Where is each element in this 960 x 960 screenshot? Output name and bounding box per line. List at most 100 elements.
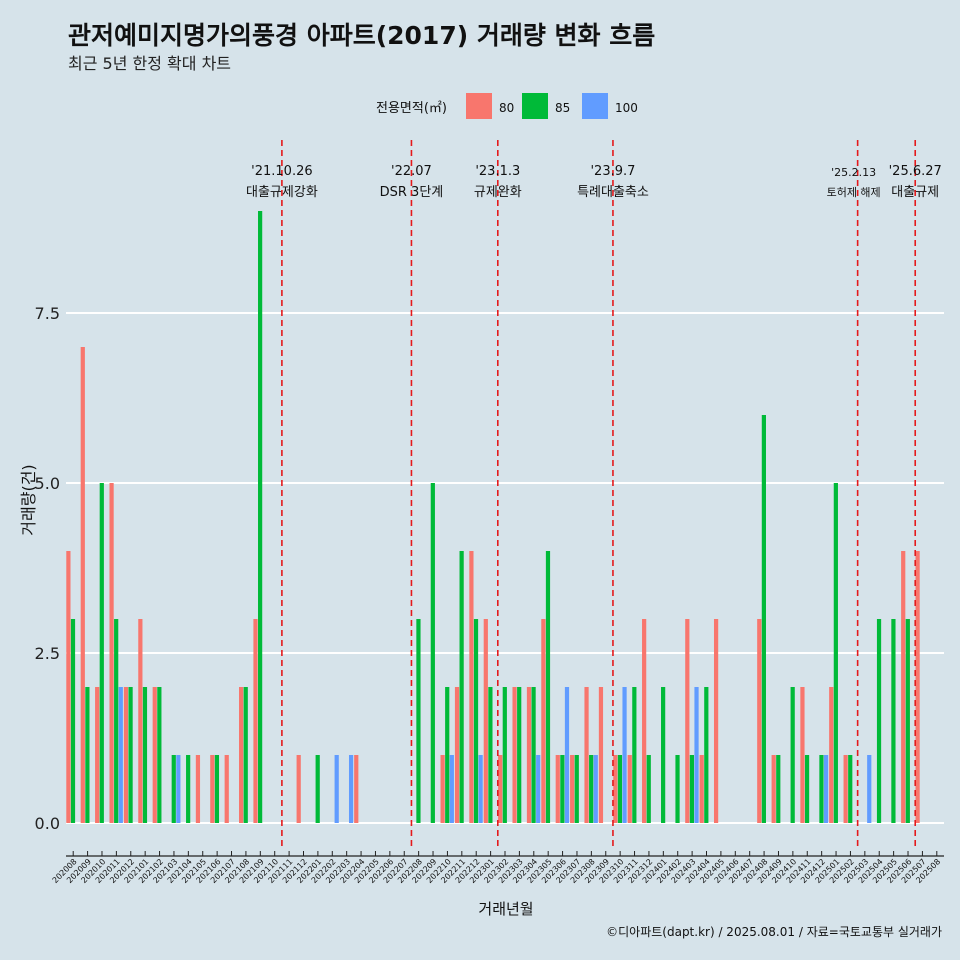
bar-85-202410 <box>790 687 795 823</box>
legend-swatch-85 <box>522 93 548 119</box>
bar-85-202011 <box>114 619 119 823</box>
bar-100-202503 <box>867 755 872 823</box>
bar-80-202404 <box>699 755 704 823</box>
bar-80-202502 <box>843 755 848 823</box>
bar-100-202212 <box>478 755 483 823</box>
bar-100-202103 <box>176 755 181 823</box>
bar-85-202311 <box>632 687 637 823</box>
bar-100-202403 <box>694 687 699 823</box>
bar-100-202011 <box>118 687 123 823</box>
bar-80-202310 <box>613 755 618 823</box>
y-tick-label: 5.0 <box>35 474 60 493</box>
bar-80-202012 <box>123 687 129 823</box>
event-date-label: '23.1.3 <box>475 164 520 179</box>
bar-85-202211 <box>459 551 464 823</box>
bar-100-202310 <box>622 687 627 823</box>
bar-85-202501 <box>833 483 838 823</box>
bar-85-202502 <box>848 755 853 823</box>
bar-80-202306 <box>555 755 560 823</box>
bar-85-202102 <box>157 687 162 823</box>
bar-85-202310 <box>617 755 623 823</box>
bar-80-202304 <box>526 687 532 823</box>
y-tick-label: 2.5 <box>35 644 60 663</box>
x-axis-label: 거래년월 <box>478 900 533 918</box>
bar-100-202203 <box>348 755 354 823</box>
bar-85-202308 <box>589 755 594 823</box>
bar-100-202412 <box>823 755 829 823</box>
bar-85-202104 <box>186 755 191 823</box>
bar-85-202210 <box>445 687 450 823</box>
event-date-label: '25.6.27 <box>889 164 942 179</box>
bar-80-202507 <box>915 551 920 823</box>
legend-title: 전용면적(㎡) <box>376 101 447 116</box>
bar-85-202209 <box>430 483 435 823</box>
bar-80-202009 <box>80 347 85 823</box>
bar-85-202411 <box>804 755 810 823</box>
bar-80-202408 <box>757 619 762 823</box>
bars <box>66 211 920 823</box>
bar-80-202010 <box>95 687 100 823</box>
bar-80-202212 <box>469 551 474 823</box>
bar-85-202108 <box>243 687 248 823</box>
bar-85-202412 <box>819 755 824 823</box>
bar-85-202303 <box>517 687 522 823</box>
bar-80-202307 <box>570 755 575 823</box>
bar-85-202504 <box>876 619 882 823</box>
bar-85-202009 <box>85 687 90 823</box>
bar-80-202008 <box>66 551 71 823</box>
bar-80-202312 <box>642 619 647 823</box>
bar-80-202112 <box>296 755 301 823</box>
bar-85-202301 <box>488 687 493 823</box>
bar-85-202012 <box>128 687 133 823</box>
chart-subtitle: 최근 5년 한정 확대 차트 <box>68 54 231 73</box>
bar-80-202102 <box>152 687 157 823</box>
bar-85-202307 <box>574 755 579 823</box>
bar-80-202301 <box>483 619 488 823</box>
bar-80-202211 <box>454 687 460 823</box>
bar-80-202107 <box>224 755 229 823</box>
bar-85-202409 <box>776 755 781 823</box>
bar-100-202308 <box>593 755 598 823</box>
bar-85-202302 <box>502 687 507 823</box>
bar-100-202304 <box>536 755 541 823</box>
event-label: 토허제 해제 <box>827 185 881 199</box>
legend-label-85: 85 <box>555 101 570 115</box>
bar-100-202210 <box>449 755 454 823</box>
event-label: 대출규제 <box>891 185 939 200</box>
bar-80-202108 <box>239 687 244 823</box>
bar-85-202103 <box>171 755 176 823</box>
bar-85-202109 <box>258 211 263 823</box>
bar-100-202202 <box>334 755 339 823</box>
legend: 전용면적(㎡) 80 85 100 <box>376 93 638 119</box>
bar-100-202306 <box>564 687 570 823</box>
bar-80-202101 <box>138 619 143 823</box>
y-tick-label: 7.5 <box>35 304 60 323</box>
bar-80-202109 <box>253 619 258 823</box>
bar-85-202506 <box>905 619 910 823</box>
bar-80-202405 <box>713 619 719 823</box>
legend-swatch-100 <box>582 93 608 119</box>
bar-80-202403 <box>685 619 690 823</box>
event-date-label: '21.10.26 <box>251 164 312 179</box>
bar-80-202305 <box>541 619 546 823</box>
bar-80-202411 <box>800 687 805 823</box>
bar-80-202309 <box>598 687 604 823</box>
legend-label-80: 80 <box>499 101 514 115</box>
y-tick-label: 0.0 <box>35 814 60 833</box>
bar-85-202402 <box>675 755 680 823</box>
bar-85-202304 <box>531 687 536 823</box>
bar-85-202106 <box>214 755 220 823</box>
bar-85-202312 <box>646 755 651 823</box>
bar-85-202101 <box>142 687 148 823</box>
y-axis-label: 거래량(건) <box>19 464 38 535</box>
bar-80-202210 <box>440 755 445 823</box>
bar-85-202408 <box>761 415 766 823</box>
bar-80-202506 <box>901 551 906 823</box>
bar-85-202403 <box>689 755 695 823</box>
bar-85-202505 <box>891 619 896 823</box>
bar-85-202401 <box>661 687 666 823</box>
bar-80-202204 <box>354 755 359 823</box>
bar-85-202212 <box>473 619 479 823</box>
bar-85-202201 <box>315 755 320 823</box>
event-date-label: '22.07 <box>391 164 432 179</box>
